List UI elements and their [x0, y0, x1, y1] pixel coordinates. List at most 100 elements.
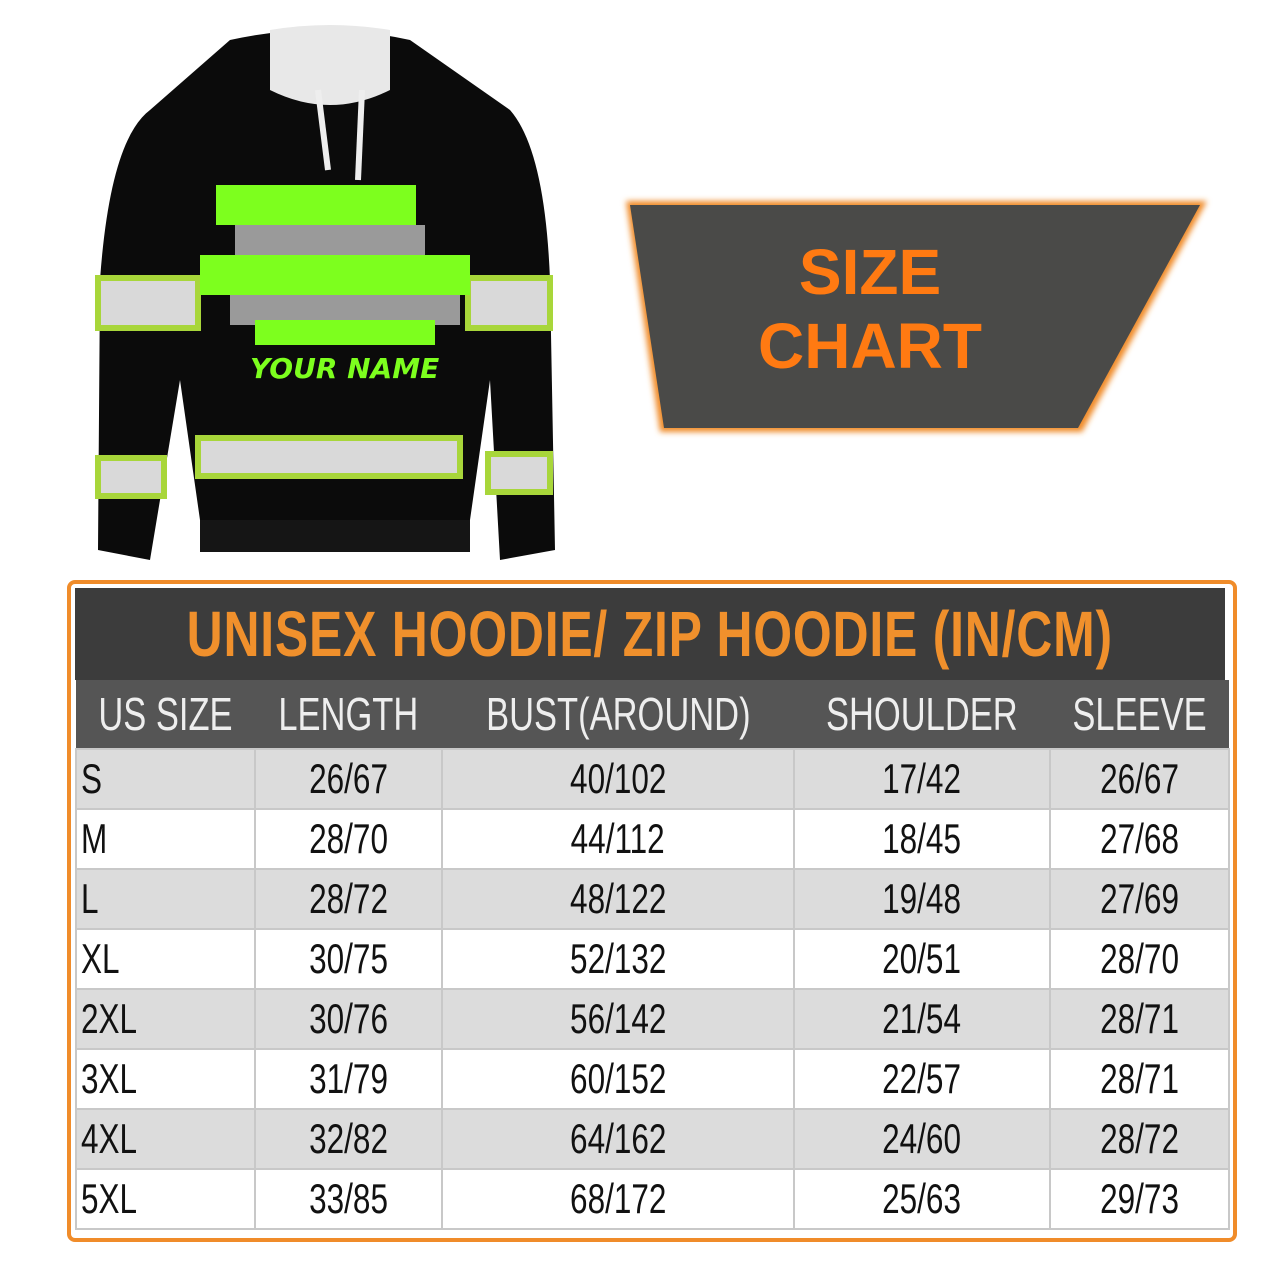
table-cell: 28/70 — [253, 808, 443, 870]
cell-value: L — [81, 875, 99, 922]
column-header-label: SLEEVE — [1072, 688, 1207, 740]
size-grid: US SIZE LENGTH BUST(AROUND) SHOULDER SLEEVE … — [75, 680, 1230, 1230]
table-cell: S — [75, 748, 256, 810]
cell-value: 3XL — [81, 1055, 138, 1102]
table-cell: 31/79 — [253, 1048, 443, 1110]
table-cell: 22/57 — [793, 1048, 1051, 1110]
table-cell: 30/75 — [253, 928, 443, 990]
cell-value: 40/102 — [569, 755, 667, 802]
table-cell: 26/67 — [253, 748, 443, 810]
cell-value: 52/132 — [569, 935, 667, 982]
cell-value: 22/57 — [882, 1055, 962, 1102]
table-cell: 4XL — [75, 1108, 256, 1170]
table-row: XL 30/75 52/132 20/51 28/70 — [75, 928, 1230, 990]
table-cell: 28/71 — [1048, 1048, 1230, 1110]
table-row: 5XL 33/85 68/172 25/63 29/73 — [75, 1168, 1230, 1230]
table-title-bar: UNISEX HOODIE/ ZIP HOODIE (IN/CM) — [75, 588, 1225, 680]
table-cell: 2XL — [75, 988, 256, 1050]
table-cell: 24/60 — [793, 1108, 1051, 1170]
cell-value: 21/54 — [882, 995, 962, 1042]
column-header: SHOULDER — [794, 680, 1050, 749]
cell-value: 28/71 — [1099, 995, 1179, 1042]
cell-value: 26/67 — [1099, 755, 1179, 802]
table-cell: 28/71 — [1048, 988, 1230, 1050]
table-cell: 60/152 — [440, 1048, 796, 1110]
table-cell: 27/68 — [1048, 808, 1230, 870]
column-header: US SIZE — [76, 680, 255, 749]
table-cell: 29/73 — [1048, 1168, 1230, 1230]
cell-value: 32/82 — [308, 1115, 388, 1162]
cell-value: 24/60 — [882, 1115, 962, 1162]
cell-value: 4XL — [81, 1115, 138, 1162]
cell-value: 26/67 — [308, 755, 388, 802]
table-cell: 52/132 — [440, 928, 796, 990]
cell-value: 28/70 — [1099, 935, 1179, 982]
cell-value: 29/73 — [1099, 1175, 1179, 1222]
cell-value: 48/122 — [569, 875, 667, 922]
cell-value: 20/51 — [882, 935, 962, 982]
column-header: SLEEVE — [1049, 680, 1229, 749]
cell-value: 27/69 — [1099, 875, 1179, 922]
cell-value: 25/63 — [882, 1175, 962, 1222]
table-cell: 21/54 — [793, 988, 1051, 1050]
banner-line-size: SIZE — [798, 236, 942, 308]
column-header: BUST(AROUND) — [441, 680, 795, 749]
column-header-label: BUST(AROUND) — [485, 688, 751, 740]
table-title: UNISEX HOODIE/ ZIP HOODIE (IN/CM) — [186, 598, 1114, 670]
header-row: US SIZE LENGTH BUST(AROUND) SHOULDER SLEEVE — [76, 680, 1229, 749]
column-header: LENGTH — [254, 680, 442, 749]
table-row: 3XL 31/79 60/152 22/57 28/71 — [75, 1048, 1230, 1110]
cell-value: 28/72 — [1099, 1115, 1179, 1162]
table-cell: XL — [75, 928, 256, 990]
size-chart-banner — [626, 201, 1207, 432]
banner-line-chart: CHART — [758, 310, 982, 382]
hoodie-print-text: YOUR NAME — [250, 352, 439, 385]
cell-value: 33/85 — [308, 1175, 388, 1222]
table-cell: 5XL — [75, 1168, 256, 1230]
cell-value: 27/68 — [1099, 815, 1179, 862]
table-cell: 28/72 — [1048, 1108, 1230, 1170]
table-row: 2XL 30/76 56/142 21/54 28/71 — [75, 988, 1230, 1050]
cell-value: 30/75 — [308, 935, 388, 982]
table-cell: 25/63 — [793, 1168, 1051, 1230]
table-cell: 68/172 — [440, 1168, 796, 1230]
hoodie-product-image: YOUR NAME — [95, 25, 555, 560]
table-row: 4XL 32/82 64/162 24/60 28/72 — [75, 1108, 1230, 1170]
column-header-label: SHOULDER — [826, 688, 1018, 740]
cell-value: 64/162 — [569, 1115, 667, 1162]
cell-value: 31/79 — [308, 1055, 388, 1102]
cell-value: 18/45 — [882, 815, 962, 862]
cell-value: 19/48 — [882, 875, 962, 922]
cell-value: 28/71 — [1099, 1055, 1179, 1102]
table-cell: 33/85 — [253, 1168, 443, 1230]
cell-value: M — [81, 815, 108, 862]
cell-value: S — [81, 755, 103, 802]
cell-value: 30/76 — [308, 995, 388, 1042]
table-cell: 19/48 — [793, 868, 1051, 930]
table-cell: 64/162 — [440, 1108, 796, 1170]
cell-value: 56/142 — [569, 995, 667, 1042]
cell-value: 2XL — [81, 995, 138, 1042]
table-row: S 26/67 40/102 17/42 26/67 — [75, 748, 1230, 810]
table-cell: 26/67 — [1048, 748, 1230, 810]
table-cell: 18/45 — [793, 808, 1051, 870]
table-cell: 17/42 — [793, 748, 1051, 810]
table-cell: 30/76 — [253, 988, 443, 1050]
column-header-label: US SIZE — [98, 688, 233, 740]
table-row: M 28/70 44/112 18/45 27/68 — [75, 808, 1230, 870]
cell-value: 17/42 — [882, 755, 962, 802]
table-cell: 40/102 — [440, 748, 796, 810]
cell-value: 28/72 — [308, 875, 388, 922]
table-cell: 32/82 — [253, 1108, 443, 1170]
table-row: L 28/72 48/122 19/48 27/69 — [75, 868, 1230, 930]
table-cell: 44/112 — [440, 808, 796, 870]
table-cell: 28/70 — [1048, 928, 1230, 990]
table-cell: L — [75, 868, 256, 930]
size-table: UNISEX HOODIE/ ZIP HOODIE (IN/CM) US SIZ… — [67, 580, 1237, 1242]
table-cell: 3XL — [75, 1048, 256, 1110]
cell-value: XL — [81, 935, 120, 982]
column-header-label: LENGTH — [278, 688, 419, 740]
table-cell: 28/72 — [253, 868, 443, 930]
table-cell: 20/51 — [793, 928, 1051, 990]
table-cell: 27/69 — [1048, 868, 1230, 930]
